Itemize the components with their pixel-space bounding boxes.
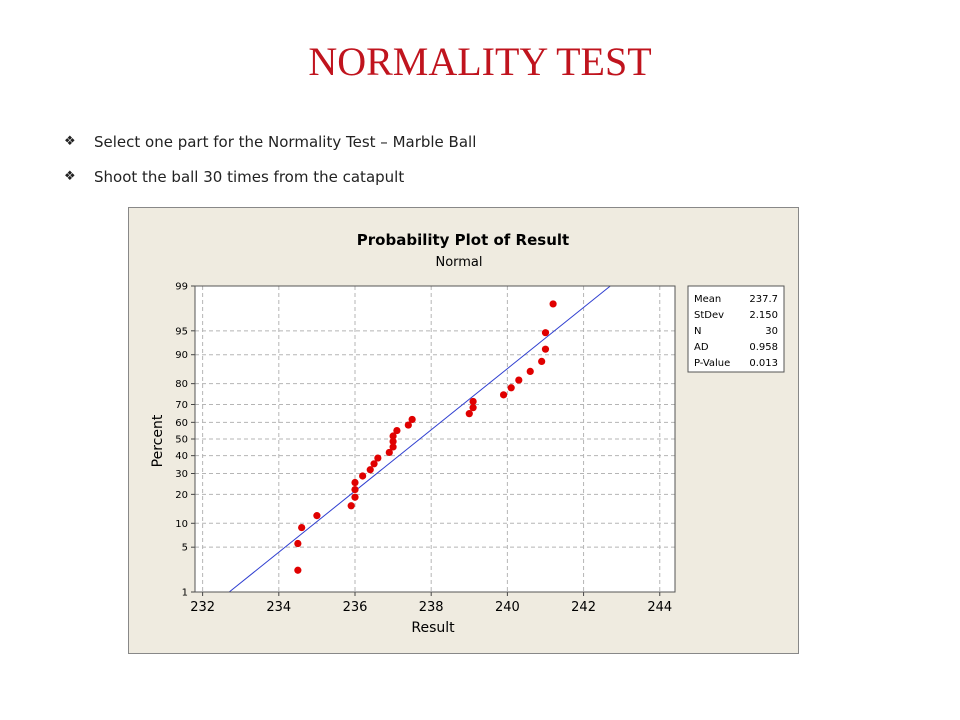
data-point — [393, 426, 401, 435]
y-tick-label: 1 — [182, 588, 188, 599]
slide-title: NORMALITY TEST — [308, 39, 652, 84]
stats-value: 237.7 — [749, 294, 778, 305]
data-point — [374, 454, 382, 462]
bullet-item: ❖ Select one part for the Normality Test… — [64, 124, 476, 159]
x-axis-label: Result — [411, 620, 455, 636]
fit-line — [228, 285, 611, 593]
y-tick-label: 80 — [175, 379, 188, 390]
x-tick-label: 238 — [419, 600, 444, 615]
diamond-bullet-icon: ❖ — [64, 169, 76, 184]
stats-value: 0.013 — [749, 358, 778, 369]
y-tick-label: 20 — [175, 490, 188, 501]
y-axis-label: Percent — [150, 414, 166, 467]
stats-label: P-Value — [694, 358, 730, 369]
stats-value: 0.958 — [749, 342, 778, 353]
data-point — [538, 357, 546, 365]
y-tick-label: 10 — [175, 519, 188, 530]
data-point — [507, 384, 515, 392]
y-tick-label: 70 — [175, 400, 188, 411]
data-point — [389, 443, 397, 451]
data-points — [294, 300, 557, 574]
data-point — [526, 367, 534, 375]
chart-subtitle: Normal — [435, 255, 482, 270]
stats-table: Mean 237.7 StDev 2.150 N 30 AD 0.958 P-Value 0.01… — [694, 294, 778, 369]
bullet-list: ❖ Select one part for the Normality Test… — [64, 124, 476, 194]
x-tick-label: 242 — [571, 600, 596, 615]
data-point — [389, 437, 397, 446]
data-point — [515, 376, 523, 384]
y-tick-label: 60 — [175, 418, 188, 429]
stats-label: Mean — [694, 294, 721, 305]
y-axis: 1 5 10 20 30 40 50 60 70 80 90 95 99 — [175, 282, 195, 599]
data-point — [549, 300, 557, 308]
x-tick-label: 236 — [343, 600, 368, 615]
data-point — [294, 566, 302, 574]
x-axis: 232 234 236 238 240 242 244 — [190, 592, 672, 615]
plot-border — [194, 285, 676, 593]
data-point — [351, 485, 359, 494]
data-point — [469, 397, 477, 406]
x-tick-label: 232 — [190, 600, 215, 615]
y-tick-label: 30 — [175, 469, 188, 480]
y-tick-label: 50 — [175, 435, 188, 446]
diamond-bullet-icon: ❖ — [64, 134, 76, 149]
stats-value: 2.150 — [749, 310, 778, 321]
data-point — [404, 421, 412, 429]
y-tick-label: 40 — [175, 451, 188, 462]
data-point — [465, 410, 473, 418]
stats-label: N — [694, 326, 701, 337]
stats-label: StDev — [694, 310, 724, 321]
x-tick-label: 234 — [266, 600, 291, 615]
probability-plot: Probability Plot of Result Normal 232 234… — [128, 207, 799, 654]
data-point — [351, 478, 359, 487]
x-tick-label: 240 — [495, 600, 520, 615]
y-tick-label: 5 — [182, 543, 188, 554]
data-point — [408, 415, 416, 424]
y-tick-label: 90 — [175, 350, 188, 361]
data-point — [351, 493, 359, 501]
data-point — [499, 391, 508, 399]
bullet-text: Shoot the ball 30 times from the catapul… — [94, 167, 405, 186]
data-point — [541, 329, 550, 337]
y-tick-label: 95 — [175, 326, 188, 337]
bullet-text: Select one part for the Normality Test –… — [94, 132, 477, 151]
data-point — [347, 502, 355, 510]
data-point — [541, 345, 550, 353]
data-point — [366, 466, 374, 474]
data-point — [294, 539, 302, 548]
data-point — [469, 404, 477, 412]
data-point — [389, 432, 397, 440]
data-point — [370, 460, 378, 468]
y-tick-label: 99 — [175, 282, 188, 293]
stats-value: 30 — [765, 326, 778, 337]
probability-plot-svg: Probability Plot of Result Normal 232 234… — [128, 207, 799, 654]
stats-label: AD — [694, 342, 709, 353]
chart-title: Probability Plot of Result — [357, 231, 569, 249]
data-point — [313, 512, 321, 520]
bullet-item: ❖ Shoot the ball 30 times from the catap… — [64, 159, 476, 194]
x-tick-label: 244 — [647, 600, 672, 615]
data-point — [359, 472, 367, 480]
data-point — [298, 523, 306, 532]
stats-box — [687, 285, 785, 373]
data-point — [385, 448, 393, 457]
